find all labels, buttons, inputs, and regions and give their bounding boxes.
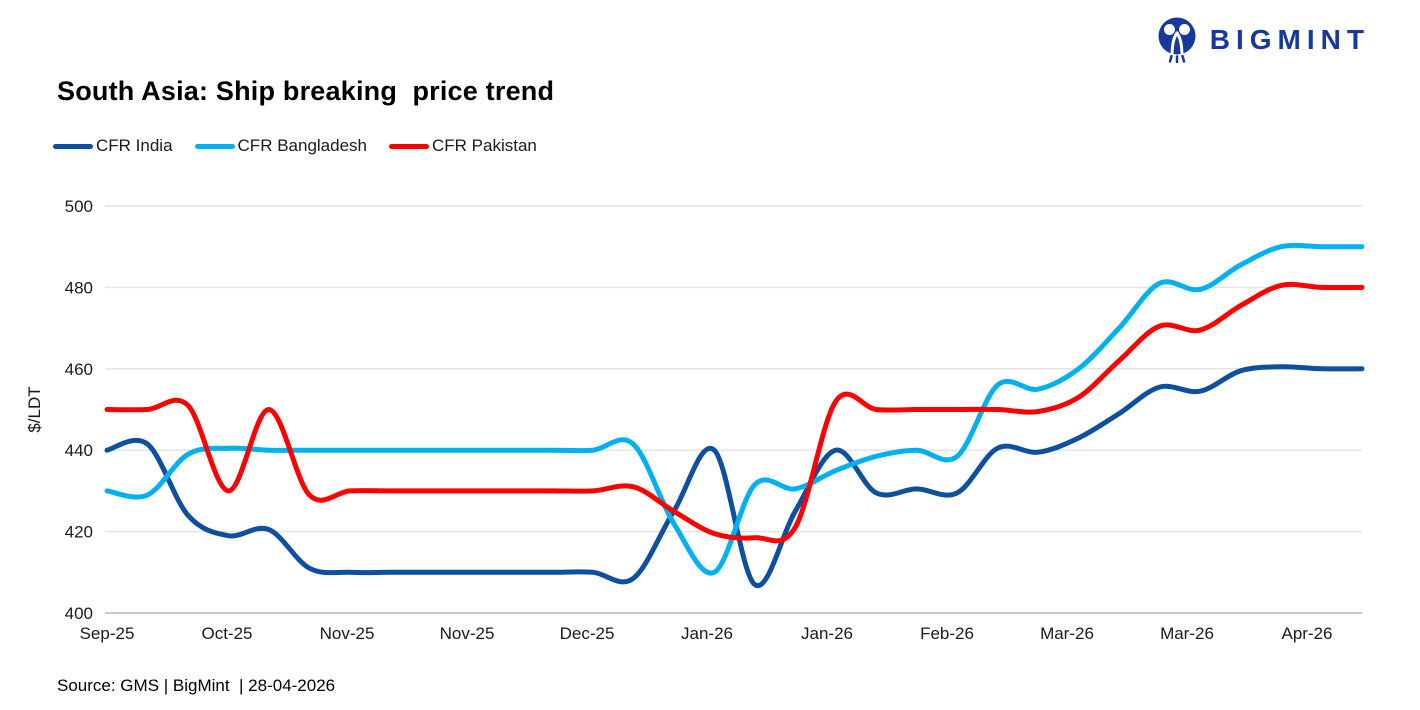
bigmint-logo-icon — [1158, 17, 1196, 63]
x-tick-label: Jan-26 — [801, 624, 853, 643]
chart-legend: CFR India CFR Bangladesh CFR Pakistan — [53, 136, 559, 156]
x-tick-label: Nov-25 — [320, 624, 375, 643]
y-tick-label: 500 — [65, 197, 93, 216]
series-line-cfr-pakistan — [104, 281, 1365, 544]
legend-item-cfr-bangladesh: CFR Bangladesh — [194, 136, 367, 156]
legend-item-cfr-india: CFR India — [53, 136, 173, 156]
legend-swatch-cfr-pakistan — [389, 143, 429, 149]
y-tick-label: 480 — [65, 278, 93, 297]
x-tick-label: Feb-26 — [920, 624, 974, 643]
x-tick-label: Mar-26 — [1040, 624, 1094, 643]
price-chart: 400 420 440 460 480 500 $/LDT Sep-25 Oct-25 Nov-2… — [25, 197, 1365, 643]
x-tick-label: Dec-25 — [560, 624, 615, 643]
series-line-cfr-india — [104, 364, 1365, 589]
y-tick-label: 440 — [65, 441, 93, 460]
page-title: South Asia: Ship breaking price trend — [57, 76, 555, 106]
y-tick-label: 460 — [65, 360, 93, 379]
x-tick-label: Sep-25 — [80, 624, 135, 643]
y-tick-label: 420 — [65, 523, 93, 542]
legend-label-cfr-pakistan: CFR Pakistan — [432, 136, 537, 155]
legend-swatch-cfr-india — [53, 143, 93, 149]
x-tick-label: Oct-25 — [201, 624, 252, 643]
legend-label-cfr-bangladesh: CFR Bangladesh — [237, 136, 367, 155]
x-tick-label: Nov-25 — [440, 624, 495, 643]
series-line-cfr-bangladesh — [104, 242, 1365, 576]
x-tick-label: Apr-26 — [1281, 624, 1332, 643]
bigmint-logo: BIGMINT — [1154, 16, 1370, 63]
legend-item-cfr-pakistan: CFR Pakistan — [389, 136, 537, 156]
legend-swatch-cfr-bangladesh — [194, 143, 235, 149]
legend-label-cfr-india: CFR India — [96, 136, 173, 155]
bigmint-logo-text: BIGMINT — [1209, 23, 1370, 55]
x-tick-label: Mar-26 — [1160, 624, 1214, 643]
y-axis-title: $/LDT — [25, 386, 44, 432]
x-tick-label: Jan-26 — [681, 624, 733, 643]
y-tick-label: 400 — [65, 604, 93, 623]
source-note: Source: GMS | BigMint | 28-04-2026 — [57, 676, 336, 695]
